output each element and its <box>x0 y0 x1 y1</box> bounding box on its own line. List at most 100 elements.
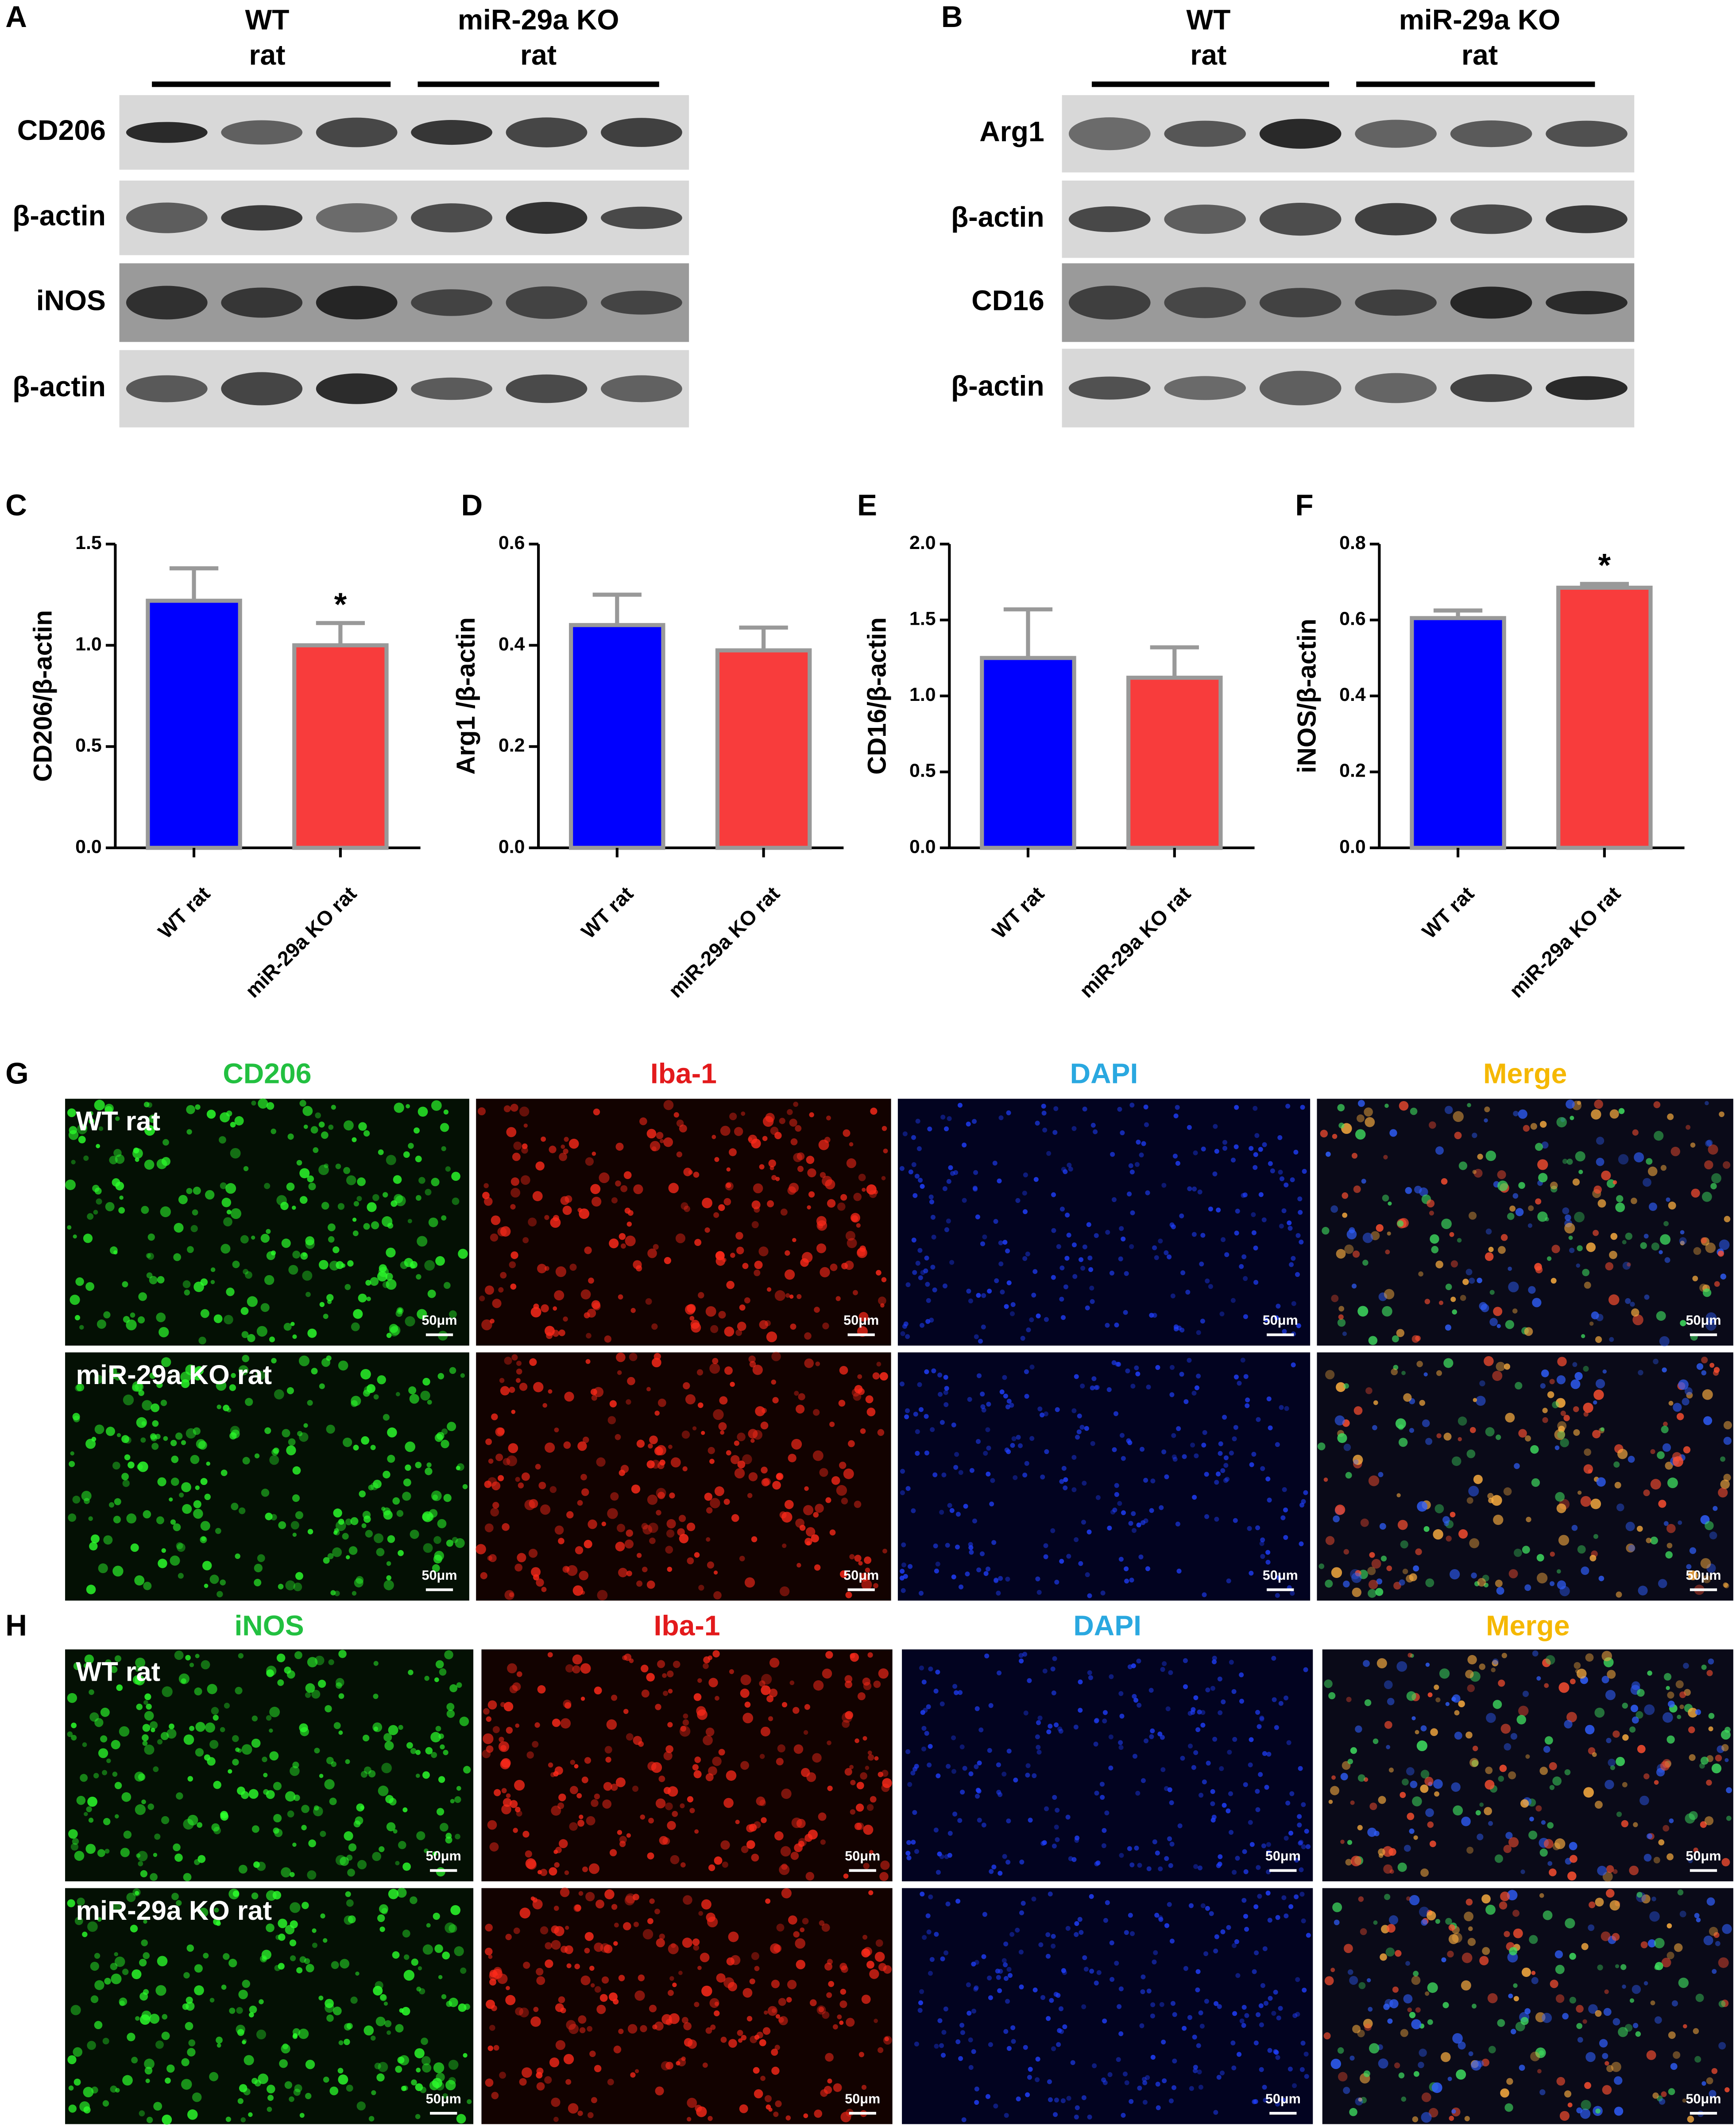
cell <box>1210 1789 1215 1794</box>
cell <box>1259 1717 1264 1722</box>
cell <box>498 1475 504 1481</box>
cell <box>438 1975 443 1980</box>
cell <box>1352 2025 1361 2034</box>
cell <box>949 1508 955 1513</box>
cell <box>1576 1263 1581 1268</box>
cell <box>651 1323 658 1330</box>
cell <box>426 1462 432 1468</box>
cell <box>947 1116 952 1122</box>
cell <box>1119 1226 1124 1231</box>
cell <box>176 1900 182 1906</box>
cell <box>410 1748 417 1754</box>
cell <box>214 1907 219 1913</box>
cell <box>1064 1256 1070 1261</box>
cell <box>1456 2069 1466 2080</box>
cell <box>415 2083 423 2091</box>
cell <box>983 1571 989 1576</box>
cell <box>553 1906 559 1911</box>
cell <box>558 1839 568 1849</box>
cell <box>1535 1805 1542 1812</box>
cell <box>689 1808 695 1814</box>
cell <box>81 1124 87 1131</box>
cell <box>858 1312 869 1322</box>
cell <box>1458 1700 1465 1708</box>
cell <box>781 1864 788 1870</box>
cell <box>1421 2112 1432 2123</box>
cell <box>865 1766 870 1770</box>
cell <box>1395 1418 1406 1429</box>
cell <box>569 1264 577 1271</box>
cell <box>1252 1969 1257 1974</box>
cell <box>551 2097 561 2107</box>
cell <box>1402 1778 1409 1786</box>
cell <box>796 1960 805 1969</box>
cell <box>1118 1745 1124 1750</box>
cell <box>1566 1158 1573 1165</box>
cell <box>980 1404 986 1409</box>
cell <box>1633 1822 1638 1827</box>
cell <box>1375 1588 1384 1596</box>
cell <box>226 1288 235 1296</box>
cell <box>1425 1578 1434 1587</box>
cell <box>742 1713 754 1724</box>
cell <box>325 1705 332 1713</box>
cell <box>1640 1242 1647 1249</box>
cell <box>71 1722 77 1729</box>
cell <box>1056 1244 1061 1249</box>
cell <box>1510 2029 1516 2034</box>
cell <box>1365 1117 1375 1127</box>
cell <box>112 1566 124 1577</box>
cell <box>1424 1776 1434 1786</box>
cell <box>816 1216 827 1226</box>
band <box>506 202 588 234</box>
cell <box>1363 2070 1370 2077</box>
cell <box>1031 1292 1036 1298</box>
cell <box>1137 1702 1142 1708</box>
cell <box>555 1266 567 1277</box>
cell <box>1036 1313 1041 1319</box>
cell <box>181 1440 186 1445</box>
cell <box>1667 1477 1678 1489</box>
cell <box>513 1828 518 1833</box>
cell <box>402 2007 410 2016</box>
cell <box>1622 1261 1631 1270</box>
cell <box>951 1769 957 1774</box>
cell <box>702 2062 708 2068</box>
cell <box>596 2004 606 2014</box>
cell <box>290 1955 296 1961</box>
cell <box>1609 1251 1617 1259</box>
cell <box>437 1808 445 1816</box>
cell <box>1709 1926 1718 1936</box>
cell <box>1226 1925 1231 1930</box>
cell <box>245 1271 252 1279</box>
cell <box>428 1217 438 1227</box>
cell <box>1564 1769 1571 1775</box>
cell <box>579 1814 584 1819</box>
cell <box>1218 1710 1223 1715</box>
x-tick-label: miR-29a KO rat <box>1075 882 1195 1002</box>
cell <box>485 1923 493 1932</box>
cell <box>140 1437 146 1443</box>
cell <box>1505 1412 1515 1423</box>
cell <box>937 1851 942 1856</box>
cell <box>1274 1315 1279 1321</box>
cell <box>226 1210 232 1214</box>
cell <box>1024 1461 1029 1466</box>
scale-label: 50μm <box>1686 2091 1721 2106</box>
cell <box>705 1306 716 1317</box>
cell <box>997 1670 1002 1676</box>
cell <box>1229 1659 1234 1665</box>
cell <box>1355 1725 1362 1733</box>
cell <box>94 1718 104 1727</box>
cell <box>1183 1399 1189 1404</box>
cell <box>976 1567 982 1573</box>
cell <box>1469 1538 1480 1548</box>
cell <box>1213 1949 1218 1954</box>
cell <box>708 1678 718 1687</box>
cell <box>698 1911 704 1916</box>
cell <box>1025 1251 1030 1257</box>
cell <box>161 1816 170 1825</box>
cell <box>1498 1246 1506 1254</box>
cell <box>784 1269 795 1280</box>
cell <box>1631 1308 1639 1317</box>
